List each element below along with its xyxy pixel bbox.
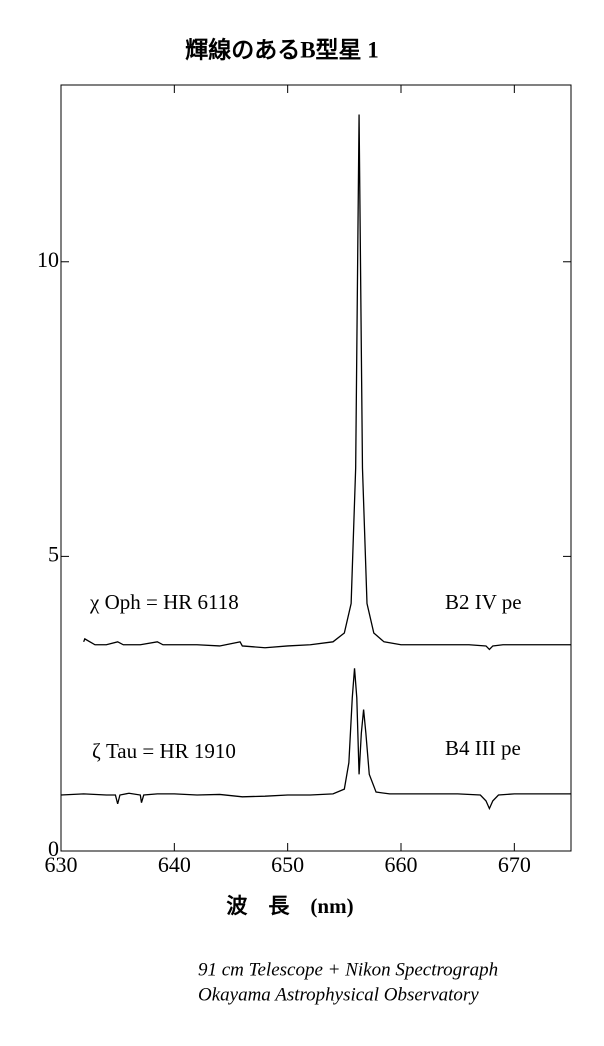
spectrum-line xyxy=(60,668,571,811)
x-axis-label: 波 長 (nm) xyxy=(226,894,353,918)
y-tick-label: 5 xyxy=(48,541,59,566)
annotation: ζ Tau = HR 1910 xyxy=(92,739,236,763)
chart-title: 輝線のあるB型星 1 xyxy=(185,36,379,62)
annotation: B2 IV pe xyxy=(445,590,522,614)
x-tick-label: 630 xyxy=(45,852,78,877)
x-tick-label: 670 xyxy=(498,852,531,877)
x-tick-label: 660 xyxy=(385,852,418,877)
x-tick-label: 650 xyxy=(271,852,304,877)
plot-frame xyxy=(60,84,572,852)
footnote: 91 cm Telescope + Nikon Spectrograph xyxy=(198,959,498,980)
footnote: Okayama Astrophysical Observatory xyxy=(198,984,479,1005)
annotation: B4 III pe xyxy=(445,736,521,760)
x-tick-label: 640 xyxy=(158,852,191,877)
y-tick-label: 10 xyxy=(37,247,59,272)
y-tick-label: 0 xyxy=(48,836,59,861)
spectrum-line xyxy=(83,114,571,651)
annotation: χ Oph = HR 6118 xyxy=(89,590,239,614)
